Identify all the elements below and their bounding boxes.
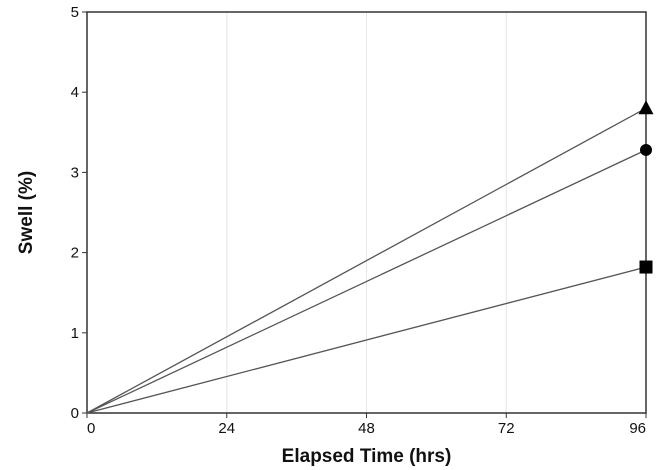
y-axis-title: Swell (%) bbox=[16, 171, 37, 254]
data-point-triangle bbox=[638, 100, 654, 115]
y-tick-label: 2 bbox=[71, 245, 79, 262]
series-line-triangle bbox=[86, 107, 647, 414]
x-tick-label: 0 bbox=[87, 420, 95, 437]
x-tick-label: 24 bbox=[218, 420, 235, 437]
x-tick-label: 48 bbox=[358, 420, 375, 437]
x-tick-label: 96 bbox=[629, 420, 646, 437]
y-tick-label: 5 bbox=[71, 4, 79, 21]
series-line-circle bbox=[86, 149, 647, 414]
x-axis-title: Elapsed Time (hrs) bbox=[282, 446, 452, 467]
data-point-circle bbox=[640, 143, 652, 156]
y-tick-label: 4 bbox=[71, 84, 79, 101]
y-tick-label: 1 bbox=[71, 325, 79, 342]
y-axis: 0 1 2 3 4 5 bbox=[71, 4, 87, 422]
y-tick-label: 3 bbox=[71, 164, 79, 181]
grid-layer bbox=[86, 12, 647, 413]
y-tick-label: 0 bbox=[71, 405, 79, 422]
x-tick-label: 72 bbox=[498, 420, 515, 437]
data-point-square bbox=[639, 260, 653, 274]
series-line-square bbox=[86, 266, 647, 414]
series-layer bbox=[86, 100, 654, 414]
x-axis: 0 24 48 72 96 bbox=[86, 413, 647, 437]
